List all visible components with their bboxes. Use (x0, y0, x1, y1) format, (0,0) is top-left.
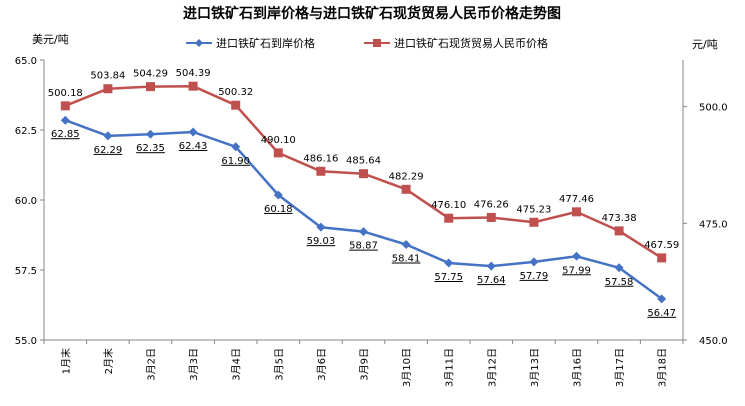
x-tick-label: 3月9日 (359, 348, 371, 381)
legend-marker-series-2 (373, 39, 381, 47)
series-2-data-label: 503.84 (90, 71, 125, 82)
series-2-data-label: 504.29 (133, 69, 168, 80)
left-tick-label: 60.0 (15, 196, 37, 207)
plot-area: 55.0 57.5 60.0 62.5 65.0 450.0 475.0 500.0 1月末 2月… (15, 56, 728, 387)
series-1-data-label: 59.03 (307, 236, 336, 247)
x-tick-label: 3月2日 (146, 348, 158, 381)
series-2-data-label: 500.32 (218, 87, 253, 98)
series-1-point (486, 261, 496, 271)
left-tick-label: 65.0 (15, 56, 37, 67)
series-2-point (657, 253, 667, 263)
series-2-point (231, 100, 241, 110)
x-tick-label: 3月10日 (401, 348, 413, 387)
left-axis-unit: 美元/吨 (32, 33, 69, 46)
legend-label-series-2: 进口铁矿石现货贸易人民币价格 (394, 36, 548, 50)
series-2-point (60, 101, 70, 111)
x-tick-label: 3月11日 (444, 348, 456, 387)
series-2-point (273, 148, 283, 158)
legend: 进口铁矿石到岸价格 进口铁矿石现货贸易人民币价格 (186, 36, 548, 50)
series-1-point (572, 251, 581, 261)
series-2-data-label: 476.26 (474, 199, 509, 210)
series-1-data-label: 62.43 (179, 141, 208, 152)
series-2-point (188, 81, 198, 91)
series-1-point (316, 222, 326, 232)
series-1-data-label: 62.29 (94, 145, 123, 156)
series-1-data-label: 57.75 (434, 272, 463, 283)
series-1-data-label: 57.79 (520, 271, 549, 282)
right-tick-label: 450.0 (699, 336, 728, 347)
series-1-data-label: 62.35 (136, 143, 165, 154)
series-1-data-label: 57.58 (605, 277, 634, 288)
series-2-point (401, 184, 411, 194)
chart-title: 进口铁矿石到岸价格与进口铁矿石现货贸易人民币价格走势图 (183, 5, 561, 22)
right-tick-label: 500.0 (699, 103, 728, 114)
series-2-point (316, 166, 326, 176)
series-2-point (529, 217, 539, 227)
series-2-data-label: 486.16 (303, 153, 338, 164)
series-1-data-label: 58.87 (349, 241, 378, 252)
series-2-point (103, 84, 113, 94)
series-2-data-label: 485.64 (346, 156, 381, 167)
legend-label-series-1: 进口铁矿石到岸价格 (216, 36, 315, 50)
right-axis-unit: 元/吨 (692, 38, 718, 51)
series-2-data-label: 482.29 (389, 171, 424, 182)
x-tick-label: 3月16日 (572, 348, 584, 387)
series-2-data-label: 475.23 (516, 204, 551, 215)
x-tick-label: 3月5日 (273, 348, 285, 381)
series-1-point (529, 257, 539, 267)
series-2-data-label: 500.18 (48, 88, 83, 99)
left-tick-label: 62.5 (15, 126, 37, 137)
x-tick-label: 1月末 (59, 348, 72, 374)
right-tick-label: 475.0 (699, 219, 728, 230)
series-2-point (146, 82, 155, 92)
series-1-point (60, 115, 70, 125)
series-1-point (146, 129, 155, 139)
series-2-point (359, 169, 368, 179)
series-1-data-label: 60.18 (264, 204, 293, 215)
left-tick-label: 57.5 (15, 266, 37, 277)
series-2-data-label: 477.46 (559, 194, 594, 205)
series-2-point (614, 226, 624, 236)
series-2-data-label: 476.10 (431, 200, 466, 211)
left-tick-label: 55.0 (15, 336, 37, 347)
series-1-data-label: 57.99 (562, 265, 591, 276)
series-2-data-label: 504.39 (176, 68, 211, 79)
series-2-point (486, 212, 496, 222)
x-tick-label: 3月17日 (614, 348, 626, 387)
series-2-data-label: 473.38 (602, 213, 637, 224)
series-1-data-label: 56.47 (647, 308, 676, 319)
series-1-point (359, 227, 368, 237)
series-1-point (231, 142, 241, 152)
series-2-data-label: 467.59 (644, 240, 679, 251)
x-tick-label: 3月4日 (231, 348, 243, 381)
series-1-point (614, 263, 624, 273)
x-tick-label: 3月18日 (657, 348, 669, 387)
series-2-data-label: 490.10 (261, 135, 296, 146)
series-1-point (273, 190, 283, 200)
legend-marker-series-1 (195, 39, 203, 47)
series-1-point (657, 294, 667, 304)
series-2-point (572, 207, 581, 217)
x-tick-label: 3月3日 (188, 348, 200, 381)
series-1-point (188, 127, 198, 137)
series-1-data-label: 57.64 (477, 275, 506, 286)
series-1-data-label: 58.41 (392, 254, 421, 265)
series-1-data-label: 62.85 (51, 129, 80, 140)
series-1-point (444, 258, 454, 268)
x-tick-label: 3月6日 (316, 348, 328, 381)
series-2-point (444, 213, 454, 223)
x-tick-label: 3月12日 (486, 348, 498, 387)
series-1-data-label: 61.90 (221, 156, 250, 167)
x-tick-label: 3月13日 (529, 348, 541, 387)
x-tick-label: 2月末 (102, 348, 115, 374)
series-1-point (401, 240, 411, 250)
series-1-point (103, 131, 113, 141)
